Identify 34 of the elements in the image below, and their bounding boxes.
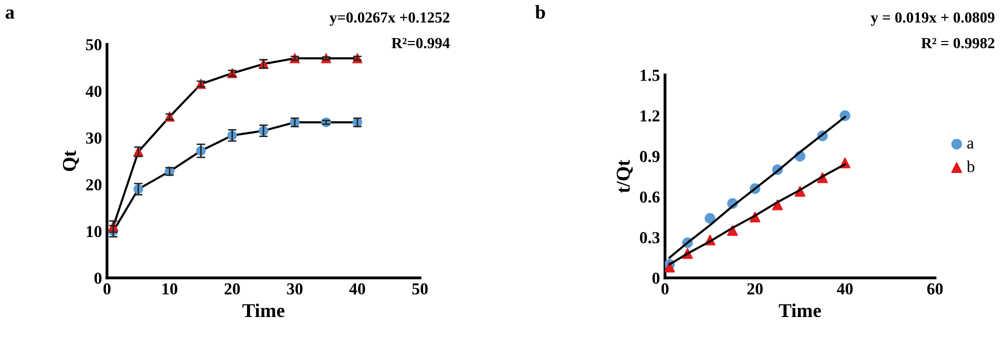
y-tick-label: 1.5 [640,70,660,82]
x-tick-label: 10 [162,283,178,295]
x-tick-label: 20 [747,283,763,295]
x-tick-label: 30 [287,283,302,295]
chart-title: b [535,5,546,19]
y-tick-label: 20 [86,179,102,190]
y-axis-title: Qt [62,150,79,171]
y-tick-label: 0.9 [640,150,660,162]
x-tick-label: 60 [927,283,943,295]
text: R² = 0.9982 [921,38,994,48]
text: y=0.0267x +0.1252 [330,12,450,26]
y-axis-title: t/Qt [616,160,633,193]
legend-label: a [967,140,974,149]
y-tick-label: 0.3 [640,232,660,244]
y-tick-label: 30 [86,132,102,144]
text: y = 0.019x + 0.0809 [870,12,994,26]
y-tick-label: 0.6 [640,191,660,203]
chart-title: a [6,9,14,19]
annotation: R²=0.994 [392,38,450,48]
y-tick-label: 50 [86,39,102,50]
x-tick-label: 40 [349,283,366,295]
y-tick-label: 0 [652,272,660,284]
y-tick-label: 0 [94,272,102,284]
x-axis-title: Time [242,303,284,318]
legend-label: b [966,160,974,172]
y-tick-label: 40 [86,86,102,97]
x-tick-label: 40 [836,283,853,295]
y-tick-label: 10 [86,226,102,238]
x-tick-label: 0 [103,283,111,295]
x-axis-title: Time [778,303,821,318]
x-tick-label: 50 [412,283,428,295]
x-tick-label: 20 [224,283,240,295]
x-tick-label: 0 [661,283,669,295]
y-tick-label: 1.2 [640,110,660,122]
